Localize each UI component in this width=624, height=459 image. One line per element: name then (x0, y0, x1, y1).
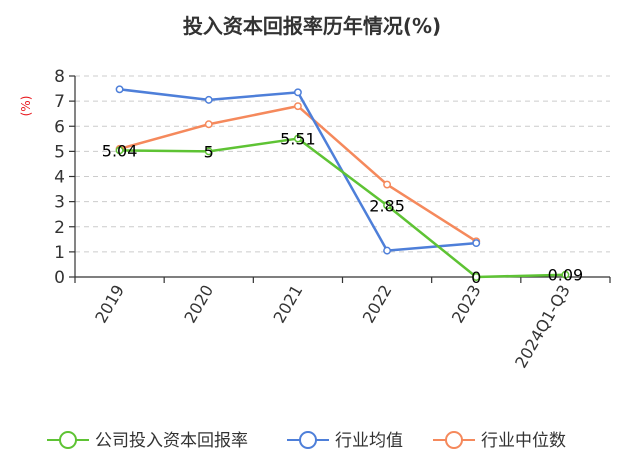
data-label: 0 (471, 268, 481, 287)
data-point (472, 273, 481, 281)
x-tick-label: 2019 (91, 282, 128, 327)
data-label: 5 (204, 142, 214, 161)
y-tick-label: 4 (54, 168, 65, 188)
x-tick-label: 2024Q1-Q3 (511, 282, 574, 372)
legend-marker (299, 431, 317, 449)
legend-label: 公司投入资本回报率 (95, 431, 248, 451)
data-label: 2.85 (369, 196, 405, 215)
x-tick-label: 2020 (180, 282, 217, 327)
data-point (472, 239, 481, 248)
x-tick-label: 2021 (270, 282, 307, 327)
data-point (115, 85, 124, 94)
series-layer (115, 85, 570, 281)
data-label: 0.09 (548, 266, 584, 285)
data-point (204, 147, 213, 156)
legend-label: 行业中位数 (481, 431, 566, 451)
legend-marker (59, 431, 77, 449)
data-point (383, 246, 392, 255)
axis-layer: 0 1 2 3 4 5 6 7 8 2019 2020 2021 2022 2023 2024Q1-Q3 (54, 67, 611, 372)
y-tick-label: 2 (54, 218, 65, 238)
grid-layer (75, 75, 610, 253)
data-point (383, 201, 392, 210)
chart-title: 投入资本回报率历年情况(%) (183, 14, 441, 38)
series-line (119, 88, 477, 252)
y-tick-label: 1 (54, 243, 65, 263)
y-tick-label: 7 (54, 92, 65, 112)
data-point (293, 134, 302, 143)
data-point (561, 270, 570, 279)
data-point (293, 102, 302, 111)
legend-marker (445, 431, 463, 449)
data-label-layer: 5.04 5 5.51 2.85 0 0.09 (102, 130, 583, 287)
data-label: 5.04 (102, 141, 138, 160)
legend: 公司投入资本回报率 行业均值 行业中位数 (47, 431, 566, 451)
y-tick-label: 0 (54, 268, 65, 288)
data-point (204, 95, 213, 104)
y-tick-label: 8 (54, 67, 65, 87)
x-tick-label: 2022 (359, 282, 396, 327)
data-point (383, 180, 392, 189)
data-point (293, 88, 302, 97)
data-label: 5.51 (280, 130, 316, 149)
y-tick-label: 5 (54, 142, 65, 162)
x-tick-label: 2023 (448, 282, 485, 327)
y-tick-label: 6 (54, 117, 65, 137)
y-axis-label: (%) (19, 96, 33, 117)
y-tick-label: 3 (54, 193, 65, 213)
series-line (119, 104, 477, 243)
data-point (204, 120, 213, 129)
series-line (119, 137, 566, 279)
legend-label: 行业均值 (335, 431, 403, 451)
data-point (115, 146, 124, 155)
